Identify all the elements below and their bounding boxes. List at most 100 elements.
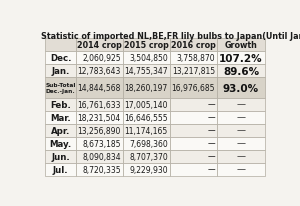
Text: 8,720,335: 8,720,335 <box>82 165 121 174</box>
Text: 89.6%: 89.6% <box>223 67 259 77</box>
Bar <box>45 39 76 52</box>
Text: 8,707,370: 8,707,370 <box>129 152 168 161</box>
Text: 16,646,555: 16,646,555 <box>124 113 168 122</box>
Text: —: — <box>208 126 215 135</box>
Bar <box>45 98 76 111</box>
Text: 2014 crop: 2014 crop <box>77 41 122 50</box>
Text: 93.0%: 93.0% <box>223 83 259 93</box>
Bar <box>76 39 123 52</box>
Bar <box>76 52 123 65</box>
Text: 2015 crop: 2015 crop <box>124 41 169 50</box>
Bar <box>76 111 123 124</box>
Text: 18,260,197: 18,260,197 <box>125 84 168 92</box>
Bar <box>123 78 170 98</box>
Text: 8,090,834: 8,090,834 <box>82 152 121 161</box>
Text: 2,060,925: 2,060,925 <box>82 54 121 63</box>
Bar <box>218 111 265 124</box>
Text: —: — <box>236 126 245 135</box>
Bar <box>76 150 123 163</box>
Bar <box>123 52 170 65</box>
Text: 107.2%: 107.2% <box>219 54 263 64</box>
Text: 14,755,347: 14,755,347 <box>124 67 168 76</box>
Text: —: — <box>236 113 245 122</box>
Bar <box>170 65 218 78</box>
Bar <box>170 78 218 98</box>
Text: —: — <box>236 100 245 109</box>
Text: 9,229,930: 9,229,930 <box>129 165 168 174</box>
Bar <box>218 52 265 65</box>
Text: —: — <box>208 152 215 161</box>
Bar <box>45 137 76 150</box>
Bar <box>218 39 265 52</box>
Bar <box>170 137 218 150</box>
Bar <box>170 124 218 137</box>
Text: 16,976,685: 16,976,685 <box>172 84 215 92</box>
Bar <box>45 163 76 176</box>
Bar <box>218 78 265 98</box>
Text: Mar.: Mar. <box>50 113 71 122</box>
Bar <box>45 124 76 137</box>
Bar <box>123 98 170 111</box>
Text: Jun.: Jun. <box>51 152 70 161</box>
Bar <box>170 150 218 163</box>
Text: Statistic of imported NL,BE,FR lily bulbs to Japan(Until January,2017): Statistic of imported NL,BE,FR lily bulb… <box>41 32 300 41</box>
Bar <box>45 78 76 98</box>
Text: 13,217,815: 13,217,815 <box>172 67 215 76</box>
Bar <box>170 52 218 65</box>
Text: —: — <box>208 165 215 174</box>
Bar <box>76 163 123 176</box>
Bar <box>170 163 218 176</box>
Text: Jan.: Jan. <box>51 67 70 76</box>
Text: 11,174,165: 11,174,165 <box>125 126 168 135</box>
Bar <box>123 163 170 176</box>
Text: 3,758,870: 3,758,870 <box>176 54 215 63</box>
Text: Apr.: Apr. <box>51 126 70 135</box>
Text: Feb.: Feb. <box>50 100 71 109</box>
Bar <box>45 111 76 124</box>
Bar <box>76 124 123 137</box>
Bar <box>123 124 170 137</box>
Text: Jul.: Jul. <box>53 165 68 174</box>
Bar <box>123 111 170 124</box>
Bar <box>76 137 123 150</box>
Text: —: — <box>236 165 245 174</box>
Bar <box>218 124 265 137</box>
Bar <box>76 98 123 111</box>
Bar <box>123 39 170 52</box>
Text: 13,256,890: 13,256,890 <box>77 126 121 135</box>
Bar <box>170 111 218 124</box>
Text: 7,698,360: 7,698,360 <box>129 139 168 148</box>
Bar <box>76 65 123 78</box>
Text: —: — <box>236 152 245 161</box>
Text: 3,504,850: 3,504,850 <box>129 54 168 63</box>
Bar <box>218 163 265 176</box>
Bar <box>218 150 265 163</box>
Text: Growth: Growth <box>225 41 257 50</box>
Bar <box>170 98 218 111</box>
Text: 14,844,568: 14,844,568 <box>77 84 121 92</box>
Bar <box>45 52 76 65</box>
Text: 16,761,633: 16,761,633 <box>77 100 121 109</box>
Text: 18,231,504: 18,231,504 <box>77 113 121 122</box>
Text: —: — <box>236 139 245 148</box>
Bar <box>45 150 76 163</box>
Bar <box>218 137 265 150</box>
Text: —: — <box>208 113 215 122</box>
Text: —: — <box>208 139 215 148</box>
Text: Dec.: Dec. <box>50 54 71 63</box>
Text: 2016 crop: 2016 crop <box>171 41 216 50</box>
Text: 8,673,185: 8,673,185 <box>82 139 121 148</box>
Bar <box>218 98 265 111</box>
Text: May.: May. <box>50 139 72 148</box>
Bar <box>123 137 170 150</box>
Bar <box>218 65 265 78</box>
Bar <box>123 65 170 78</box>
Text: 12,783,643: 12,783,643 <box>77 67 121 76</box>
Bar <box>170 39 218 52</box>
Text: Sub-Total
Dec.-Jan.: Sub-Total Dec.-Jan. <box>45 83 76 94</box>
Bar <box>76 78 123 98</box>
Text: 17,005,140: 17,005,140 <box>124 100 168 109</box>
Text: —: — <box>208 100 215 109</box>
Bar <box>123 150 170 163</box>
Bar <box>45 65 76 78</box>
